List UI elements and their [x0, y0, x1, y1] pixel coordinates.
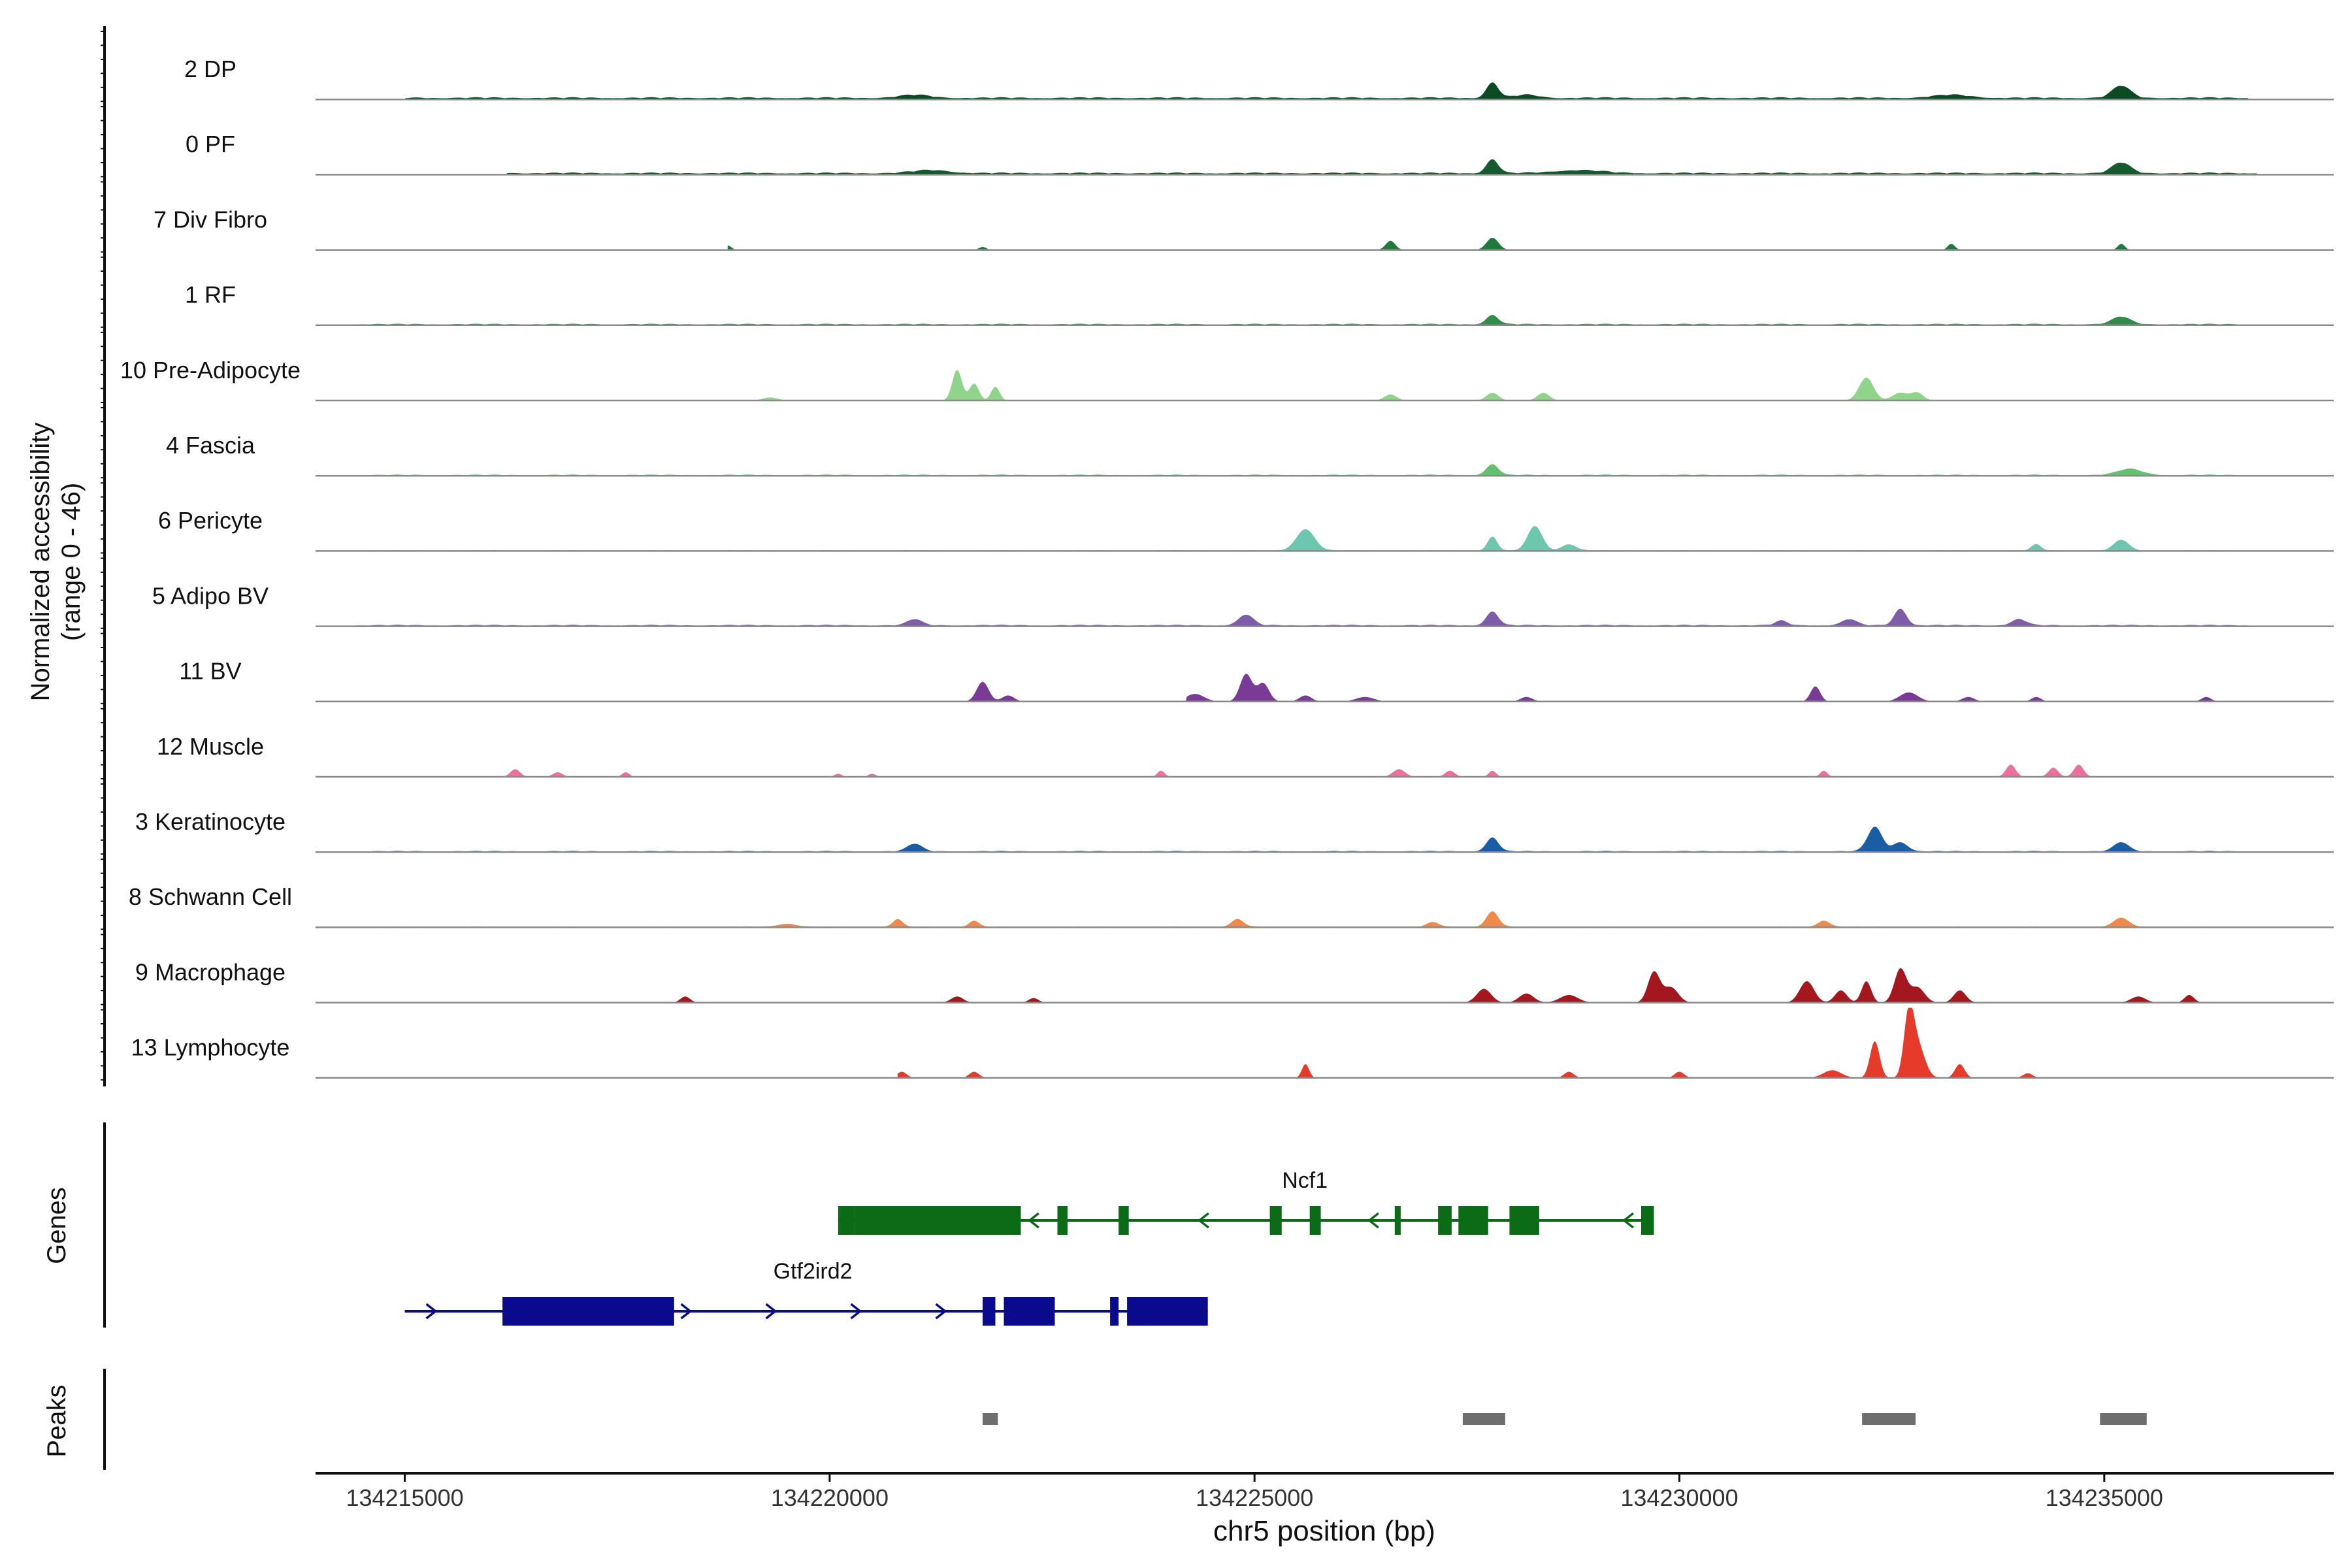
track-10-pre-adipocyte: 10 Pre-Adipocyte — [120, 357, 2334, 402]
coverage-area — [353, 526, 2257, 551]
strand-arrow — [935, 1303, 947, 1320]
coverage-area — [506, 159, 2257, 175]
exon — [1127, 1297, 1208, 1326]
track-label: 13 Lymphocyte — [131, 1034, 290, 1061]
y-axis — [101, 26, 106, 1086]
track-label: 7 Div Fibro — [154, 206, 267, 233]
track-label: 1 RF — [185, 282, 236, 308]
track-6-pericyte: 6 Pericyte — [158, 507, 2334, 552]
strand-arrow — [1622, 1212, 1634, 1229]
track-8-schwann-cell: 8 Schwann Cell — [129, 883, 2334, 928]
coverage-area — [353, 315, 2248, 325]
strand-arrow — [1198, 1212, 1209, 1229]
x-tick-label: 134230000 — [1620, 1484, 1738, 1511]
exon — [502, 1297, 674, 1326]
peaks-label: Peaks — [42, 1384, 71, 1457]
peak-region — [2100, 1413, 2147, 1425]
track-12-muscle: 12 Muscle — [157, 733, 2334, 778]
track-11-bv: 11 BV — [179, 658, 2334, 703]
exon — [983, 1297, 996, 1326]
exon — [1269, 1206, 1282, 1235]
strand-arrow — [1028, 1212, 1039, 1229]
coverage-area — [353, 608, 2248, 627]
track-7-div-fibro: 7 Div Fibro — [154, 206, 2334, 251]
exon — [1509, 1206, 1539, 1235]
gene-gtf2ird2: Gtf2ird2 — [404, 1259, 1208, 1326]
track-label: 8 Schwann Cell — [129, 883, 292, 910]
exon — [1458, 1206, 1488, 1235]
exon — [1004, 1297, 1055, 1326]
y-axis-label: Normalized accessibility — [26, 423, 55, 702]
coverage-area — [897, 1007, 2053, 1078]
coverage-area — [736, 370, 2249, 400]
track-2-dp: 2 DP — [184, 56, 2334, 101]
track-label: 4 Fascia — [166, 432, 255, 459]
exon — [1057, 1206, 1068, 1235]
track-label: 9 Macrophage — [135, 958, 286, 985]
strand-arrow — [850, 1303, 862, 1320]
exon — [1438, 1206, 1452, 1235]
track-label: 5 Adipo BV — [152, 582, 269, 609]
track-4-fascia: 4 Fascia — [166, 432, 2334, 477]
exon — [1309, 1206, 1321, 1235]
coverage-area — [949, 674, 2232, 702]
coverage-area — [353, 826, 2257, 853]
coverage-area — [727, 238, 2257, 250]
gene-name-label: Gtf2ird2 — [774, 1259, 853, 1284]
x-axis: 134215000 134220000 134225000 134230000 1342… — [316, 1472, 2334, 1511]
gene-name-label: Ncf1 — [1282, 1168, 1328, 1193]
coverage-area — [353, 464, 2257, 476]
peak-region — [1862, 1413, 1916, 1425]
strand-arrow — [1367, 1212, 1379, 1229]
coverage-area — [353, 911, 2257, 928]
track-label: 10 Pre-Adipocyte — [120, 357, 301, 384]
track-13-lymphocyte: 13 Lymphocyte — [131, 1007, 2334, 1079]
track-label: 3 Keratinocyte — [135, 808, 286, 835]
track-label: 12 Muscle — [157, 733, 264, 760]
peak-region — [983, 1413, 998, 1425]
x-axis-label: chr5 position (bp) — [1213, 1515, 1435, 1547]
gene-ncf1: Ncf1 — [838, 1168, 1654, 1235]
exon — [855, 1206, 1021, 1235]
exon — [1641, 1206, 1654, 1235]
genes-panel: Ncf1 Gtf2ird2 — [404, 1168, 1654, 1326]
track-label: 6 Pericyte — [158, 507, 263, 534]
track-label: 11 BV — [179, 658, 241, 685]
exon — [1110, 1297, 1119, 1326]
exon — [1394, 1206, 1401, 1235]
exon — [838, 1206, 855, 1235]
y-axis-range-label: (range 0 - 46) — [57, 483, 86, 641]
x-tick-label: 134215000 — [346, 1484, 463, 1511]
strand-arrow — [765, 1303, 777, 1320]
track-5-adipo-bv: 5 Adipo BV — [152, 582, 2334, 627]
peak-region — [1462, 1413, 1505, 1425]
track-9-macrophage: 9 Macrophage — [135, 958, 2334, 1004]
track-0-pf: 0 PF — [186, 131, 2334, 176]
x-tick-label: 134235000 — [2046, 1484, 2163, 1511]
track-1-rf: 1 RF — [185, 282, 2334, 327]
track-label: 2 DP — [184, 56, 237, 82]
x-tick-label: 134220000 — [771, 1484, 889, 1511]
track-panel: 2 DP 0 PF 7 Div Fibro 1 RF 10 Pre-Adipocyte 4… — [120, 56, 2334, 1079]
coverage-area — [481, 764, 2206, 777]
coverage-area — [404, 82, 2249, 100]
strand-arrow — [425, 1303, 438, 1320]
track-3-keratinocyte: 3 Keratinocyte — [135, 808, 2334, 853]
peaks-panel — [983, 1413, 2147, 1425]
x-tick-label: 134225000 — [1196, 1484, 1313, 1511]
genes-label: Genes — [42, 1187, 71, 1264]
coverage-area — [404, 968, 2214, 1003]
exon — [1119, 1206, 1129, 1235]
track-label: 0 PF — [186, 131, 235, 157]
strand-arrow — [680, 1303, 693, 1320]
